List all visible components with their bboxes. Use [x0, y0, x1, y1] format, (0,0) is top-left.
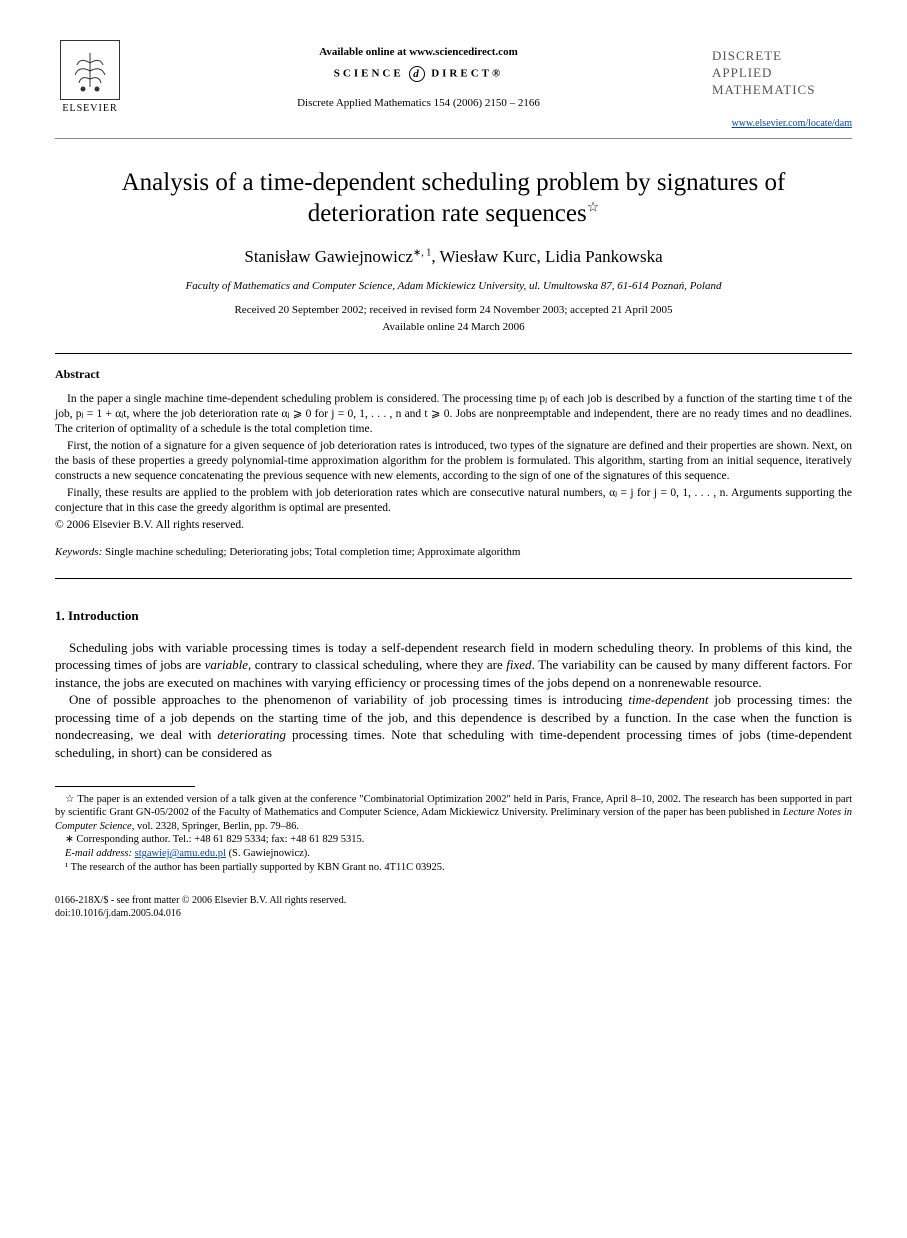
abstract-bottom-rule	[55, 578, 852, 579]
email-suffix: (S. Gawiejnowicz).	[226, 848, 310, 859]
dates-line-2: Available online 24 March 2006	[55, 320, 852, 335]
author-1: Stanisław Gawiejnowicz	[244, 247, 413, 266]
footnote-rule	[55, 786, 195, 787]
elsevier-label: ELSEVIER	[62, 102, 117, 116]
author-sep-2: ,	[537, 247, 546, 266]
header-center: Available online at www.sciencedirect.co…	[125, 40, 712, 111]
fn-star-b: , vol. 2328, Springer, Berlin, pp. 79–86…	[132, 821, 299, 832]
citation: Discrete Applied Mathematics 154 (2006) …	[125, 96, 712, 111]
footer-l2: doi:10.1016/j.dam.2005.04.016	[55, 907, 852, 920]
elsevier-logo: ELSEVIER	[55, 40, 125, 120]
available-online-text: Available online at www.sciencedirect.co…	[125, 45, 712, 60]
author-sep-1: ,	[431, 247, 439, 266]
journal-name-l2: APPLIED	[712, 65, 852, 82]
authors-line: Stanisław Gawiejnowicz∗, 1, Wiesław Kurc…	[55, 246, 852, 269]
journal-box: DISCRETE APPLIED MATHEMATICS www.elsevie…	[712, 40, 852, 130]
footnote-star: ☆ The paper is an extended version of a …	[55, 793, 852, 834]
intro-p2: One of possible approaches to the phenom…	[55, 691, 852, 761]
header-divider	[55, 138, 852, 139]
title-text: Analysis of a time-dependent scheduling …	[122, 169, 786, 227]
page-footer: 0166-218X/$ - see front matter © 2006 El…	[55, 894, 852, 920]
keywords-line: Keywords: Single machine scheduling; Det…	[55, 545, 852, 560]
journal-name-l1: DISCRETE	[712, 48, 852, 65]
dates-line-1: Received 20 September 2002; received in …	[55, 303, 852, 318]
journal-name: DISCRETE APPLIED MATHEMATICS	[712, 48, 852, 99]
email-link[interactable]: stgawiej@amu.edu.pl	[135, 848, 226, 859]
paper-title: Analysis of a time-dependent scheduling …	[55, 167, 852, 230]
elsevier-tree-icon	[60, 40, 120, 100]
footnote-1: ¹ The research of the author has been pa…	[55, 861, 852, 875]
abstract-heading: Abstract	[55, 366, 852, 382]
footnote-corresponding: ∗ Corresponding author. Tel.: +48 61 829…	[55, 833, 852, 847]
abstract-p2: First, the notion of a signature for a g…	[55, 439, 852, 484]
page-header: ELSEVIER Available online at www.science…	[55, 40, 852, 130]
intro-p2-a: One of possible approaches to the phenom…	[69, 692, 628, 707]
sd-post: DIRECT®	[431, 67, 503, 79]
intro-p1-fixed: fixed	[506, 657, 531, 672]
abstract-top-rule	[55, 353, 852, 354]
section-1-heading: 1. Introduction	[55, 607, 852, 625]
intro-p2-det: deteriorating	[217, 727, 286, 742]
science-direct-logo: SCIENCE d DIRECT®	[125, 66, 712, 82]
abstract-p1: In the paper a single machine time-depen…	[55, 392, 852, 437]
intro-p1-variable: variable	[205, 657, 248, 672]
journal-url-link[interactable]: www.elsevier.com/locate/dam	[712, 117, 852, 131]
abstract-p3: Finally, these results are applied to th…	[55, 486, 852, 516]
author-3: Lidia Pankowska	[545, 247, 663, 266]
email-label: E-mail address:	[65, 848, 135, 859]
keywords-label: Keywords:	[55, 546, 102, 558]
author-2: Wiesław Kurc	[440, 247, 537, 266]
copyright-line: © 2006 Elsevier B.V. All rights reserved…	[55, 518, 852, 534]
sd-pre: SCIENCE	[334, 67, 404, 79]
journal-name-l3: MATHEMATICS	[712, 82, 852, 99]
intro-p1: Scheduling jobs with variable processing…	[55, 639, 852, 692]
fn-star-a: ☆ The paper is an extended version of a …	[55, 794, 852, 819]
intro-p2-td: time-dependent	[628, 692, 708, 707]
author-1-sup: ∗, 1	[413, 247, 431, 258]
sd-at-icon: d	[409, 66, 425, 82]
keywords-text: Single machine scheduling; Deteriorating…	[102, 546, 520, 558]
footer-l1: 0166-218X/$ - see front matter © 2006 El…	[55, 894, 852, 907]
title-note-marker: ☆	[587, 201, 600, 216]
footnote-email: E-mail address: stgawiej@amu.edu.pl (S. …	[55, 847, 852, 861]
intro-p1-b: , contrary to classical scheduling, wher…	[248, 657, 506, 672]
affiliation: Faculty of Mathematics and Computer Scie…	[55, 279, 852, 294]
